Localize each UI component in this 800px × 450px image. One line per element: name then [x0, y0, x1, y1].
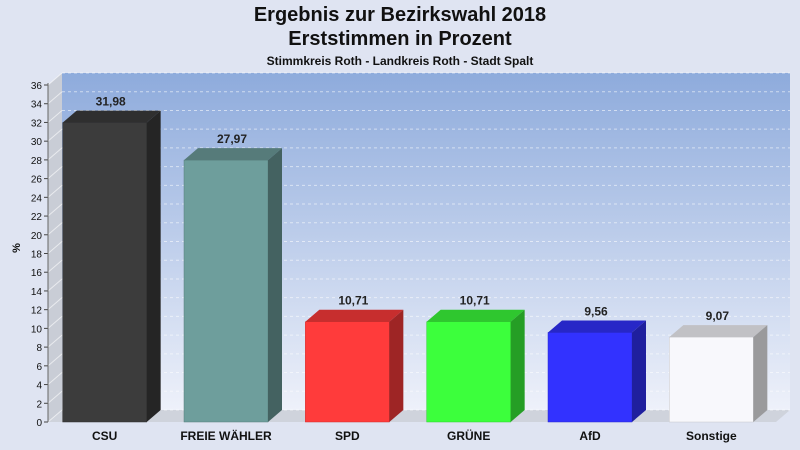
bar-side	[268, 148, 282, 422]
gridline-side	[47, 91, 63, 105]
y-tick-label: 24	[31, 193, 43, 204]
y-tick-label: 32	[31, 118, 43, 129]
y-tick-label: 18	[31, 250, 43, 261]
bar-front	[305, 321, 390, 423]
chart-subtitle: Erststimmen in Prozent	[288, 28, 512, 50]
bar-value-label: 9,07	[706, 309, 730, 323]
chart-title: Ergebnis zur Bezirkswahl 2018	[253, 4, 547, 26]
y-axis-label: %	[11, 243, 23, 253]
gridline-side	[47, 147, 63, 161]
gridline-side	[47, 297, 63, 311]
gridline-side	[47, 390, 63, 404]
bar-side	[753, 325, 768, 422]
gridline-side	[47, 128, 63, 142]
bar-sonstige	[669, 325, 768, 423]
gridline-side	[47, 334, 63, 348]
y-tick-label: 36	[31, 81, 43, 92]
y-tick-label: 10	[31, 324, 43, 335]
y-tick-label: 30	[31, 137, 43, 148]
bar-top	[669, 325, 768, 338]
bar-value-label: 27,97	[217, 132, 247, 146]
bar-value-label: 10,71	[338, 294, 368, 308]
gridline-side	[47, 409, 63, 423]
y-tick-label: 6	[36, 362, 42, 373]
gridline-side	[47, 184, 63, 198]
gridline-side	[47, 110, 63, 123]
y-tick-label: 14	[31, 287, 43, 298]
y-tick-label: 16	[31, 268, 43, 279]
bar-grüne	[426, 309, 525, 423]
y-tick-label: 2	[36, 399, 42, 410]
bar-csu	[62, 110, 161, 423]
bar-front	[669, 336, 754, 423]
bar-top	[305, 309, 404, 322]
bar-front	[426, 321, 511, 423]
bar-side	[632, 320, 646, 422]
bar-top	[548, 320, 646, 333]
gridline-side	[47, 222, 63, 236]
x-tick-label: Sonstige	[686, 429, 737, 443]
gridline-side	[47, 241, 63, 254]
y-tick-label: 22	[31, 212, 43, 223]
x-tick-label: FREIE WÄHLER	[180, 428, 272, 443]
bar-front	[547, 332, 633, 423]
x-tick-label: GRÜNE	[447, 428, 490, 443]
y-tick-label: 0	[36, 418, 42, 429]
bar-freie-wähler	[183, 148, 282, 423]
gridline-side	[47, 353, 63, 367]
y-tick-label: 20	[31, 231, 43, 242]
bar-value-label: 31,98	[96, 95, 126, 109]
bar-value-label: 10,71	[460, 294, 490, 308]
x-tick-label: AfD	[579, 429, 601, 443]
bar-front	[62, 122, 147, 423]
gridline-side	[47, 372, 63, 385]
bar-top	[426, 309, 525, 322]
y-tick-label: 28	[31, 156, 43, 167]
x-tick-label: CSU	[92, 429, 117, 443]
y-tick-label: 34	[31, 100, 43, 111]
y-tick-label: 8	[36, 343, 42, 354]
x-tick-label: SPD	[335, 429, 360, 443]
bar-spd	[305, 309, 404, 423]
bar-top	[62, 110, 161, 123]
gridline-side	[47, 259, 63, 273]
y-tick-label: 4	[36, 381, 42, 392]
bar-side	[146, 110, 161, 423]
chart-region-label: Stimmkreis Roth - Landkreis Roth - Stadt…	[266, 54, 534, 68]
gridline-side	[47, 316, 63, 329]
bar-afd	[547, 320, 646, 423]
gridline-side	[47, 166, 63, 179]
bar-front	[183, 159, 269, 423]
gridline-side	[47, 72, 63, 86]
y-tick-label: 26	[31, 175, 43, 186]
bar-value-label: 9,56	[584, 305, 608, 319]
bar-side	[389, 309, 404, 422]
bar-side	[510, 309, 525, 422]
bar-top	[184, 148, 282, 161]
y-tick-label: 12	[31, 306, 43, 317]
gridline-side	[47, 203, 63, 217]
gridline-side	[47, 278, 63, 292]
